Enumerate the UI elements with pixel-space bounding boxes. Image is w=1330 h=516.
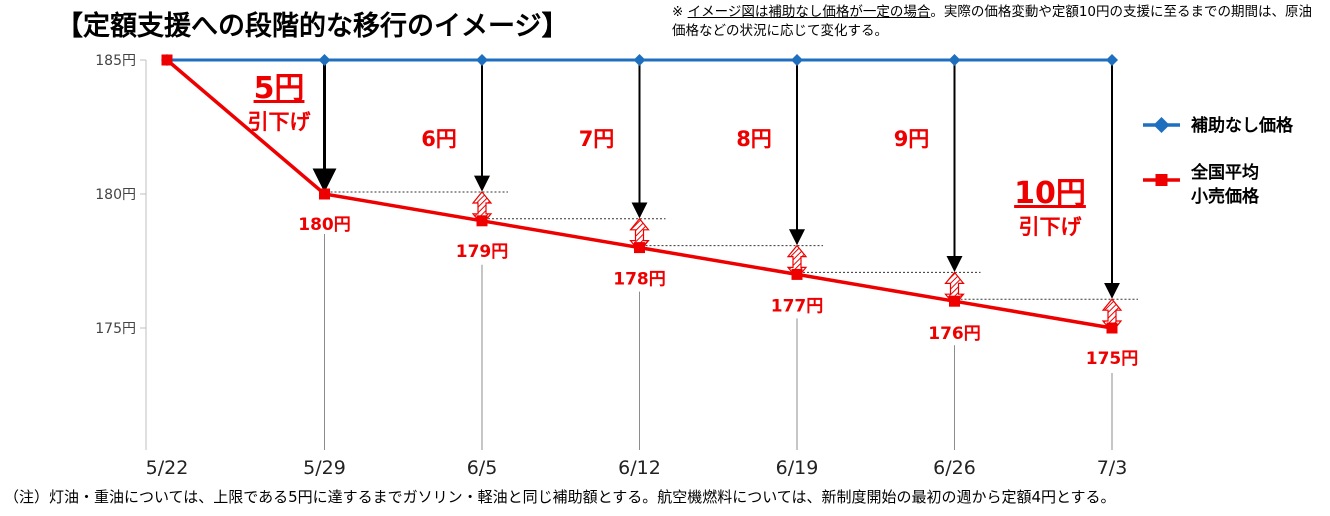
chart-note: ※ イメージ図は補助なし価格が一定の場合。実際の価格変動や定額10円の支援に至る…	[672, 3, 1322, 41]
x-tick-label: 5/22	[146, 457, 189, 479]
step-label: 9円	[894, 127, 930, 151]
legend-label-retail-line1: 全国平均	[1190, 162, 1259, 183]
point-no-subsidy	[948, 54, 961, 66]
point-no-subsidy	[633, 54, 646, 66]
callout-last-amount: 10円	[1014, 176, 1086, 211]
step-label: 8円	[736, 127, 772, 151]
point-retail	[791, 268, 803, 280]
point-no-subsidy	[791, 54, 803, 66]
footnote: （注）灯油・重油については、上限である5円に達するまでガソリン・軽油と同じ補助額…	[4, 488, 1116, 506]
price-chart: 185円 180円 175円 180円 179円 178円 177円 176円 175円 6円 7円…	[95, 53, 1294, 479]
legend-marker-retail	[1155, 174, 1168, 186]
point-retail	[161, 54, 173, 66]
x-tick-label: 5/29	[303, 457, 346, 479]
data-label: 175円	[1086, 349, 1139, 369]
legend-label-no-subsidy: 補助なし価格	[1190, 115, 1294, 136]
data-label: 180円	[298, 215, 351, 235]
x-tick-label: 6/19	[776, 457, 819, 479]
y-tick-label: 185円	[95, 53, 136, 69]
callout-first-text: 引下げ	[248, 110, 312, 134]
y-tick-label: 180円	[95, 187, 136, 203]
data-label: 179円	[456, 242, 509, 262]
callout-first-amount: 5円	[254, 71, 305, 106]
point-no-subsidy	[476, 54, 488, 66]
point-retail	[949, 295, 960, 307]
note-underlined: イメージ図は補助なし価格が一定の場合	[687, 4, 931, 20]
point-retail	[634, 242, 645, 254]
point-no-subsidy	[1106, 54, 1118, 66]
x-tick-label: 6/26	[933, 457, 976, 479]
y-tick-label: 175円	[95, 321, 136, 337]
point-retail	[319, 188, 330, 200]
legend-marker-no-subsidy	[1153, 117, 1170, 133]
point-no-subsidy	[318, 54, 331, 66]
data-label: 178円	[613, 270, 666, 290]
note-rest: 。実際の価格変動や定額10円の支援に至るまでの期間は、原油価格などの状況に応じて…	[672, 4, 1313, 39]
point-retail	[1106, 322, 1118, 334]
callout-last-text: 引下げ	[1019, 215, 1083, 239]
note-mark: ※	[672, 4, 684, 20]
data-label: 176円	[928, 324, 981, 344]
point-retail	[476, 215, 488, 227]
legend-label-retail-line2: 小売価格	[1191, 186, 1260, 207]
chart-title: 【定額支援への段階的な移行のイメージ】	[56, 11, 569, 42]
step-label: 6円	[421, 127, 457, 151]
x-tick-label: 7/3	[1097, 457, 1128, 479]
x-tick-label: 6/5	[467, 457, 498, 479]
data-label: 177円	[771, 296, 824, 316]
step-label: 7円	[579, 127, 615, 151]
x-tick-label: 6/12	[618, 457, 661, 479]
